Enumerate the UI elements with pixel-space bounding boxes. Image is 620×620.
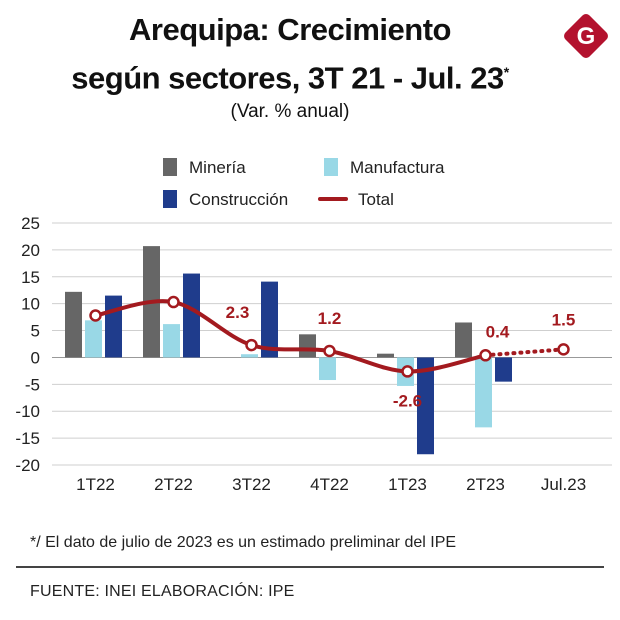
bar-mineria	[65, 291, 82, 358]
y-tick-label: -5	[25, 375, 40, 394]
legend-label-construccion: Construcción	[189, 190, 288, 209]
x-tick-label: 4T22	[310, 475, 349, 494]
bar-manufactura	[85, 320, 102, 358]
total-data-label: 2.3	[226, 303, 250, 322]
chart-title-line2: según sectores, 3T 21 - Jul. 23*	[30, 52, 550, 98]
total-point	[89, 309, 102, 322]
footnote: */ El dato de julio de 2023 es un estima…	[30, 534, 457, 551]
bar-construccion	[183, 273, 200, 358]
total-line-dotted-segment	[483, 347, 566, 358]
total-point	[479, 349, 492, 362]
total-data-label: 0.4	[486, 322, 510, 341]
total-point	[323, 344, 336, 358]
bar-manufactura	[163, 324, 180, 358]
x-tick-label: 3T22	[232, 475, 271, 494]
footer-divider	[16, 566, 604, 568]
legend-swatch-manufactura	[324, 158, 338, 176]
y-tick-label: 0	[31, 348, 40, 367]
total-point	[401, 365, 414, 378]
legend-swatch-construccion	[163, 190, 177, 208]
total-point	[167, 295, 180, 309]
bar-construccion	[417, 357, 434, 455]
chart-title-line1: Arequipa: Crecimiento	[129, 12, 451, 47]
bar-manufactura	[319, 357, 336, 381]
y-tick-label: -15	[15, 429, 40, 448]
y-tick-label: -20	[15, 456, 40, 475]
total-data-label: 1.5	[552, 310, 576, 329]
chart-subtitle: (Var. % anual)	[230, 101, 350, 122]
x-tick-label: 2T22	[154, 475, 193, 494]
title-footnote-mark: *	[503, 64, 509, 80]
brand-logo-letter: G	[577, 23, 596, 50]
chart-title-line2-text: según sectores, 3T 21 - Jul. 23	[71, 60, 504, 96]
y-tick-label: -10	[15, 402, 40, 421]
total-data-label: -2.6	[393, 391, 422, 410]
source-credit: FUENTE: INEI ELABORACIÓN: IPE	[30, 583, 295, 600]
bar-mineria	[377, 353, 394, 358]
brand-logo-diamond	[564, 14, 608, 58]
y-tick-label: 10	[21, 295, 40, 314]
x-tick-label: 2T23	[466, 475, 505, 494]
legend-swatch-mineria	[163, 158, 177, 176]
y-tick-label: 25	[21, 214, 40, 233]
bar-mineria	[455, 322, 472, 358]
bar-manufactura	[241, 354, 258, 358]
bar-construccion	[495, 357, 512, 382]
y-tick-label: 5	[31, 322, 40, 341]
bar-mineria	[299, 334, 316, 358]
brand-logo: G	[564, 14, 608, 58]
sector-growth-chart: Minería Manufactura Construcción Total 25 20 1…	[15, 158, 612, 494]
bar-manufactura	[475, 357, 492, 428]
y-tick-label: 20	[21, 241, 40, 260]
legend-label-total: Total	[358, 190, 394, 209]
total-point	[245, 338, 258, 352]
bar-construccion	[105, 295, 122, 358]
bar-construccion	[261, 281, 278, 358]
x-tick-label: 1T23	[388, 475, 427, 494]
total-data-label: 1.2	[318, 309, 342, 328]
y-tick-label: 15	[21, 268, 40, 287]
legend-label-manufactura: Manufactura	[350, 158, 445, 177]
legend-label-mineria: Minería	[189, 158, 246, 177]
x-tick-label: 1T22	[76, 475, 115, 494]
x-tick-label: Jul.23	[541, 475, 586, 494]
total-point	[557, 343, 570, 356]
